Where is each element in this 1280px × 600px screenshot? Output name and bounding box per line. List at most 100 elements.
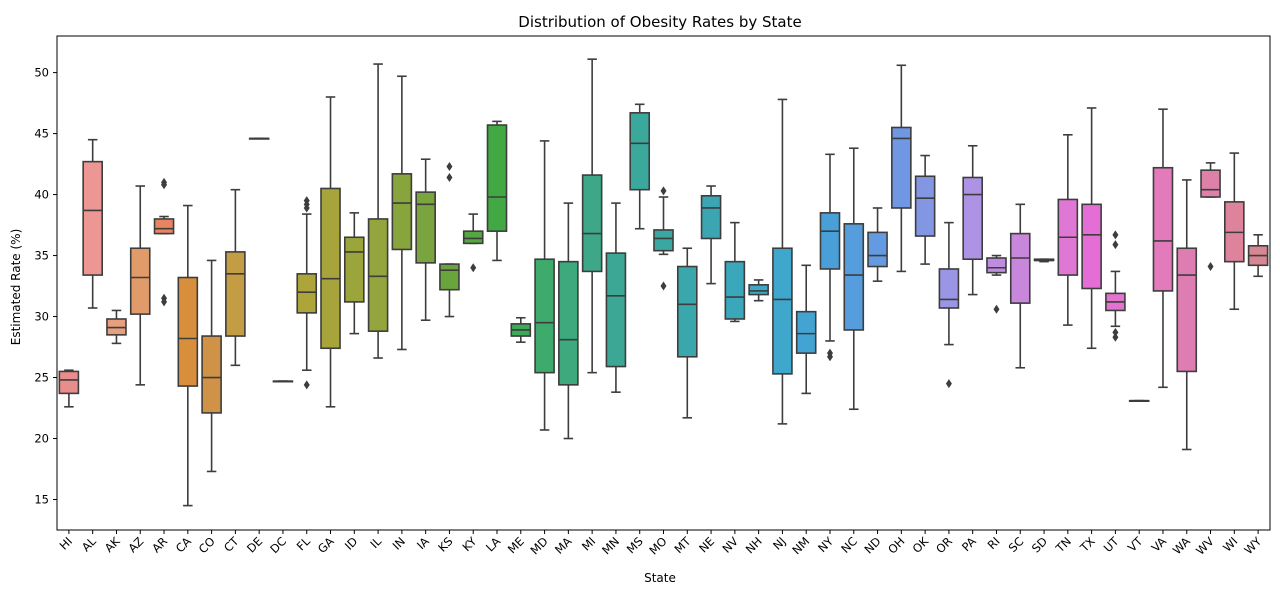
- box-iqr: [534, 258, 555, 374]
- box-nd: [867, 207, 888, 282]
- box-in: [391, 75, 413, 351]
- box-iqr: [439, 263, 460, 291]
- box-iqr: [962, 176, 984, 261]
- y-tick-label: 35: [34, 249, 49, 263]
- box-az: [129, 185, 151, 386]
- outlier-point: [1112, 327, 1119, 337]
- box-iqr: [415, 191, 436, 264]
- outlier-point: [945, 379, 952, 389]
- box-wi: [1224, 152, 1245, 311]
- box-ks: [439, 162, 460, 318]
- x-tick-label: NE: [696, 534, 717, 555]
- box-nh: [748, 279, 769, 302]
- outlier-point: [1112, 332, 1119, 342]
- box-la: [486, 120, 508, 262]
- box-iqr: [1081, 203, 1102, 290]
- box-mt: [676, 247, 698, 419]
- box-dc: [272, 380, 294, 383]
- x-tick-label: NY: [815, 534, 837, 556]
- box-nc: [843, 147, 865, 411]
- x-tick-label: DE: [244, 534, 265, 555]
- box-ok: [914, 154, 936, 265]
- box-iqr: [986, 257, 1007, 274]
- x-tick-label: KS: [435, 534, 455, 554]
- x-tick-label: GA: [315, 534, 337, 556]
- x-tick-label: WI: [1220, 534, 1240, 554]
- y-tick-label: 45: [34, 127, 49, 141]
- box-vt: [1128, 399, 1150, 403]
- x-tick-label: IA: [414, 534, 432, 552]
- outlier-point: [993, 304, 1000, 314]
- x-tick-label: IN: [390, 534, 408, 552]
- x-tick-label: OH: [885, 534, 907, 556]
- box-tn: [1057, 134, 1079, 326]
- box-pa: [962, 144, 984, 296]
- plot-area: [56, 35, 1271, 531]
- box-iqr: [772, 247, 793, 375]
- box-iqr: [343, 236, 365, 303]
- outlier-point: [1112, 230, 1119, 240]
- x-tick-label: CT: [221, 534, 242, 555]
- box-de: [248, 137, 270, 140]
- x-tick-label: PA: [959, 534, 979, 554]
- x-tick-label: DC: [267, 534, 289, 556]
- outlier-point: [826, 352, 833, 362]
- box-nm: [795, 264, 817, 395]
- box-iqr: [391, 173, 413, 251]
- box-tx: [1081, 107, 1102, 350]
- box-iqr: [676, 265, 698, 358]
- box-md: [534, 140, 555, 431]
- box-iqr: [462, 230, 484, 245]
- y-tick-label: 15: [34, 493, 49, 507]
- x-tick-label: TX: [1077, 534, 1098, 555]
- x-tick-label: NC: [838, 534, 860, 556]
- box-or: [938, 221, 960, 389]
- x-tick-label: ND: [861, 534, 883, 556]
- box-iqr: [724, 260, 746, 320]
- x-tick-label: VT: [1125, 534, 1146, 555]
- box-ct: [225, 188, 246, 367]
- box-ut: [1105, 230, 1126, 342]
- box-iqr: [819, 212, 841, 270]
- x-tick-label: RI: [985, 534, 1003, 552]
- x-tick-label: OR: [933, 534, 955, 556]
- box-oh: [891, 64, 912, 273]
- x-tick-label: AK: [102, 534, 123, 555]
- box-va: [1152, 108, 1174, 389]
- box-iqr: [367, 218, 389, 332]
- x-tick-label: AR: [149, 534, 170, 555]
- x-tick-label: NH: [743, 534, 765, 556]
- box-iqr: [1152, 166, 1174, 292]
- x-tick-label: KY: [459, 534, 480, 555]
- x-tick-label: NM: [789, 534, 812, 557]
- x-tick-label: LA: [483, 534, 503, 554]
- x-tick-label: WV: [1193, 534, 1217, 558]
- x-tick-label: HI: [57, 534, 75, 552]
- x-tick-label: WA: [1170, 534, 1193, 557]
- x-tick-label: MN: [599, 534, 622, 557]
- box-iqr: [653, 229, 674, 252]
- box-ar: [153, 177, 175, 307]
- y-tick-label: 25: [34, 371, 49, 385]
- x-tick-label: MS: [624, 534, 646, 556]
- outlier-point: [1207, 262, 1214, 272]
- box-mo: [653, 186, 674, 291]
- box-me: [510, 316, 532, 343]
- box-wv: [1200, 162, 1221, 272]
- box-iqr: [129, 247, 151, 315]
- box-ga: [320, 96, 341, 408]
- y-tick-label: 20: [34, 432, 49, 446]
- outlier-point: [660, 281, 667, 291]
- box-ny: [819, 153, 841, 362]
- outlier-point: [161, 297, 168, 307]
- x-tick-label: MT: [672, 534, 695, 557]
- box-wy: [1247, 234, 1269, 278]
- box-mn: [605, 202, 627, 393]
- box-nv: [724, 221, 746, 323]
- box-ma: [558, 202, 579, 440]
- outlier-point: [446, 162, 453, 172]
- box-hi: [58, 369, 80, 408]
- box-iqr: [1009, 232, 1031, 304]
- box-iqr: [58, 370, 80, 395]
